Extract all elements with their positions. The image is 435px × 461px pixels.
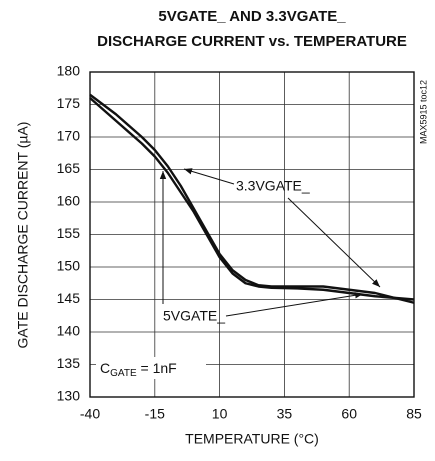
y-tick-label: 165 xyxy=(57,160,81,176)
side-note: MAX5915 toc12 xyxy=(418,80,428,144)
y-tick-label: 140 xyxy=(57,323,81,339)
series-line xyxy=(89,97,415,301)
x-tick-label: 60 xyxy=(341,406,357,422)
arrow xyxy=(287,197,381,288)
series-label: 5VGATE_ xyxy=(163,308,225,324)
series-label: 3.3VGATE_ xyxy=(236,178,310,194)
chart-title: 5VGATE_ AND 3.3VGATE_ xyxy=(158,8,346,25)
y-tick-label: 170 xyxy=(57,128,81,144)
x-tick-label: -40 xyxy=(80,406,100,422)
x-tick-label: -15 xyxy=(145,406,165,422)
cgate-sub: GATE xyxy=(110,368,137,379)
y-tick-label: 155 xyxy=(57,225,81,241)
y-axis-title: GATE DISCHARGE CURRENT (µA) xyxy=(15,122,31,349)
series-line xyxy=(89,93,415,304)
arrow xyxy=(183,168,235,185)
y-tick-label: 180 xyxy=(57,63,81,79)
x-tick-label: 10 xyxy=(212,406,228,422)
chart-title: DISCHARGE CURRENT vs. TEMPERATURE xyxy=(97,33,407,50)
x-axis-title: TEMPERATURE (°C) xyxy=(185,431,319,447)
y-tick-label: 175 xyxy=(57,95,81,111)
plot-area: 130 135 140 145 150 155 160 165 170 175 180 -40 -15 1… xyxy=(57,63,422,422)
y-tick-label: 135 xyxy=(57,355,81,371)
x-tick-label: 85 xyxy=(406,406,422,422)
cgate-main: C xyxy=(100,360,110,376)
cgate-rest: = 1nF xyxy=(137,360,177,376)
y-tick-label: 145 xyxy=(57,290,81,306)
plot-frame xyxy=(89,71,415,398)
y-tick-label: 160 xyxy=(57,193,81,209)
x-tick-label: 35 xyxy=(277,406,293,422)
y-tick-label: 130 xyxy=(57,388,81,404)
arrow xyxy=(225,292,364,317)
y-tick-label: 150 xyxy=(57,258,81,274)
label-bg xyxy=(96,357,206,379)
cgate-label: CGATE = 1nF xyxy=(100,360,177,379)
